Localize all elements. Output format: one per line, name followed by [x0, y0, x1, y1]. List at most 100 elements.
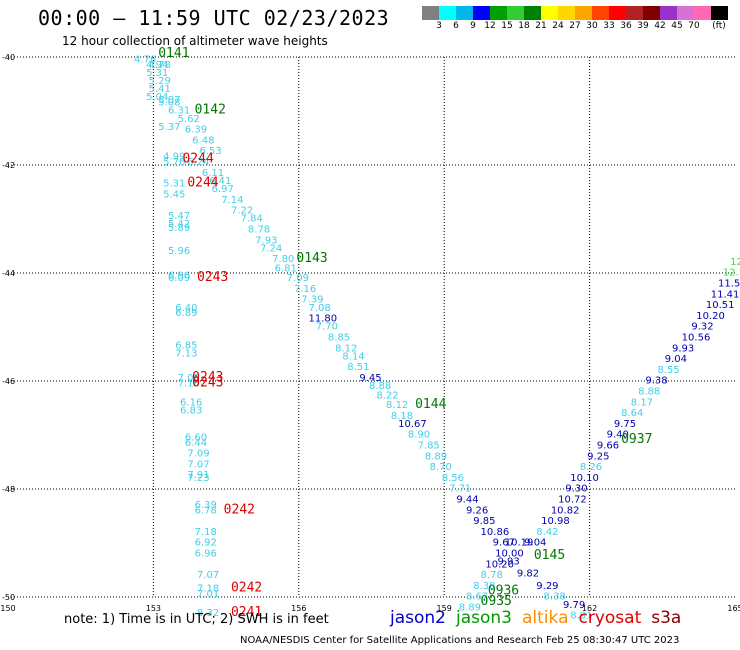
- wave-height-point: 9.25: [587, 451, 609, 462]
- color-scale-label: 18: [518, 21, 530, 31]
- wave-height-point: 6.85: [175, 341, 197, 352]
- wave-height-point: 10.00: [495, 549, 524, 560]
- wave-height-point: 6.31: [168, 106, 190, 117]
- wave-height-point: 9.30: [565, 484, 587, 495]
- wave-height-point: 8.14: [342, 351, 364, 362]
- wave-height-point: 8.22: [376, 390, 398, 401]
- color-scale-label: 39: [637, 21, 649, 31]
- color-scale-swatch: [422, 6, 439, 20]
- x-tick-label: 159: [437, 604, 452, 613]
- color-scale-swatch: [507, 6, 524, 20]
- wave-height-point: 6.39: [195, 500, 217, 511]
- wave-height-point: 7.06: [178, 373, 200, 384]
- pass-time-label: 0243: [192, 370, 223, 385]
- wave-height-point: 6.53: [199, 146, 221, 157]
- wave-height-point: 8.38: [544, 592, 566, 603]
- color-scale-label: 70: [688, 21, 700, 31]
- wave-height-point: 9.79: [563, 600, 585, 611]
- y-tick-label: -42: [2, 161, 15, 170]
- color-scale-swatch: [524, 6, 541, 20]
- wave-height-point: 9.66: [597, 441, 619, 452]
- wave-height-point: 5.07: [158, 95, 180, 106]
- wave-height-point: 9.93: [498, 557, 520, 568]
- wave-height-point: 7.24: [260, 243, 282, 254]
- wave-height-point: 5.41: [149, 84, 171, 95]
- wave-height-point: 6.24: [187, 157, 209, 168]
- wave-height-point: 9.04: [665, 354, 687, 365]
- color-scale-swatch: [541, 6, 558, 20]
- wave-height-point: 7.09: [287, 273, 309, 284]
- wave-height-point: 10.98: [541, 516, 570, 527]
- wave-height-point: 6.96: [168, 270, 190, 281]
- wave-height-point: 7.23: [187, 473, 209, 484]
- satellite-legend-item: cryosat: [578, 608, 642, 628]
- wave-height-point: 10.86: [481, 527, 510, 538]
- x-tick-label: 162: [582, 604, 597, 613]
- color-scale-swatch: [694, 6, 711, 20]
- wave-height-point: 9.67: [493, 538, 515, 549]
- wave-height-point: 7.80: [272, 254, 294, 265]
- wave-height-point: 6.92: [195, 538, 217, 549]
- wave-height-point: 9.44: [456, 495, 478, 506]
- wave-height-point: 11.41: [711, 289, 740, 300]
- wave-height-point: 7.07: [197, 570, 219, 581]
- wave-height-point: 8.88: [369, 381, 391, 392]
- wave-height-point: 6.83: [180, 405, 202, 416]
- wave-height-point: 9.04: [524, 538, 546, 549]
- wave-height-point: 4.94: [146, 60, 168, 71]
- wave-height-point: 11.80: [308, 314, 337, 325]
- wave-height-point: 9.40: [607, 430, 629, 441]
- wave-height-point: 6.09: [168, 273, 190, 284]
- x-tick-label: 165: [727, 604, 740, 613]
- wave-height-point: 9.93: [672, 343, 694, 354]
- color-scale-label: 9: [470, 21, 476, 31]
- wave-height-point: 9.45: [359, 373, 381, 384]
- color-scale-swatch: [643, 6, 660, 20]
- wave-height-point: 7.91: [187, 470, 209, 481]
- pass-time-label: 0242: [231, 581, 262, 596]
- x-tick-label: 156: [291, 604, 306, 613]
- color-scale-label: 27: [569, 21, 581, 31]
- color-scale-label: 42: [654, 21, 666, 31]
- wave-height-point: 9.75: [614, 419, 636, 430]
- color-scale-swatch: [473, 6, 490, 20]
- color-scale-bar: [422, 6, 728, 20]
- wave-height-point: 5.89: [168, 223, 190, 234]
- wave-height-point: 6.60: [185, 432, 207, 443]
- wave-height-point: 8.18: [391, 411, 413, 422]
- wave-height-point: 6.40: [175, 303, 197, 314]
- satellite-legend: jason2 jason3 altika cryosat s3a: [390, 608, 691, 628]
- wave-height-point: 5.08: [158, 98, 180, 109]
- wave-height-point: 8.17: [631, 397, 653, 408]
- color-scale-label: 30: [586, 21, 598, 31]
- wave-height-point: 8.88: [638, 387, 660, 398]
- wave-height-point: 7.08: [308, 303, 330, 314]
- wave-height-point: 6.11: [202, 168, 224, 179]
- wave-height-point: 8.12: [386, 400, 408, 411]
- wave-height-point: 8.64: [621, 408, 643, 419]
- color-scale-label: 24: [552, 21, 564, 31]
- wave-height-point: 5.04: [146, 92, 168, 103]
- pass-time-label: 0141: [158, 46, 189, 61]
- satellite-legend-item: s3a: [651, 608, 682, 628]
- wave-height-point: 8.85: [328, 333, 350, 344]
- wave-height-point: 8.55: [657, 365, 679, 376]
- wave-height-point: 5.76: [163, 157, 185, 168]
- chart-subtitle: 12 hour collection of altimeter wave hei…: [62, 34, 328, 48]
- pass-time-label: 0144: [415, 397, 446, 412]
- wave-height-point: 7.85: [418, 441, 440, 452]
- color-scale-label: 6: [453, 21, 459, 31]
- wave-height-point: 8.78: [481, 570, 503, 581]
- wave-height-point: 5.96: [168, 246, 190, 257]
- color-scale-swatch: [575, 6, 592, 20]
- wave-height-point: 7.39: [301, 295, 323, 306]
- wave-height-point: 12.1: [723, 268, 740, 279]
- y-tick-label: -40: [2, 53, 15, 62]
- color-scale-label: 33: [603, 21, 615, 31]
- wave-height-point: 11.52: [718, 279, 740, 290]
- y-tick-label: -46: [2, 377, 15, 386]
- wave-height-point: 8.56: [442, 473, 464, 484]
- color-scale-swatch: [439, 6, 456, 20]
- wave-height-point: 8.90: [408, 430, 430, 441]
